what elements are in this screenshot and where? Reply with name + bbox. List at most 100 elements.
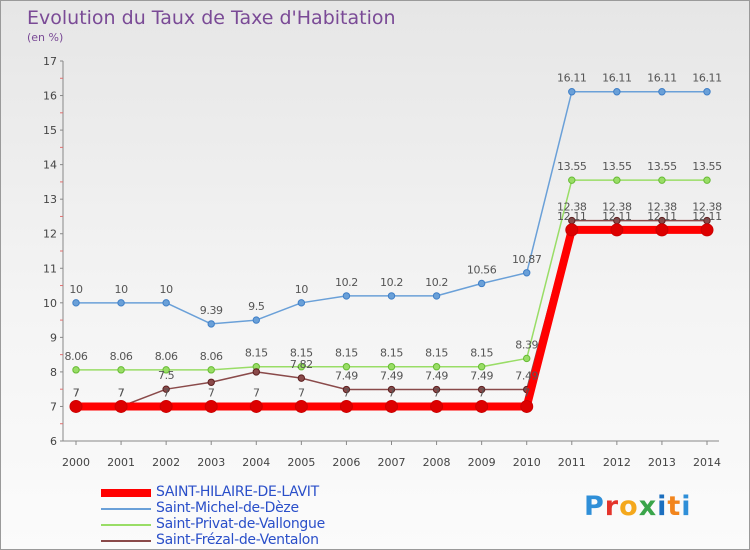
- legend-item-saint-michel: Saint-Michel-de-Dèze: [101, 500, 401, 517]
- y-tick-label: 9: [50, 331, 57, 344]
- data-label: 16.11: [602, 72, 632, 85]
- data-labels: 10 10 10 9.39 9.5 10 10.2 10.2 10.2 10.56 10.87 16.…: [65, 72, 723, 400]
- legend: SAINT-HILAIRE-DE-LAVIT Saint-Michel-de-D…: [101, 484, 401, 549]
- y-tick-label: 11: [43, 262, 57, 275]
- x-tick-label: 2007: [378, 456, 406, 469]
- data-label: 7: [208, 386, 215, 399]
- data-point: [297, 363, 306, 371]
- data-point: [700, 223, 714, 237]
- legend-swatch: [101, 508, 151, 510]
- data-point: [339, 399, 353, 413]
- x-tick-label: 2008: [423, 456, 451, 469]
- data-point: [703, 176, 711, 184]
- data-label: 8.15: [470, 347, 493, 360]
- y-tick-label: 13: [43, 193, 57, 206]
- data-label: 7: [388, 386, 395, 399]
- data-point: [430, 399, 444, 413]
- data-label: 8.15: [290, 347, 313, 360]
- logo-letter: P: [584, 491, 605, 522]
- data-point: [568, 88, 576, 96]
- data-point: [294, 399, 308, 413]
- data-point: [477, 385, 486, 394]
- data-label: 8.39: [515, 338, 538, 351]
- data-point: [114, 399, 128, 413]
- x-tick-label: 2000: [62, 456, 90, 469]
- data-point: [565, 223, 579, 237]
- data-label: 8.15: [380, 347, 403, 360]
- data-label: 7: [73, 386, 80, 399]
- data-label: 10: [160, 283, 174, 296]
- y-tick-label: 17: [43, 55, 57, 68]
- chart-title: Evolution du Taux de Taxe d'Habitation: [27, 7, 396, 29]
- data-label: 8.15: [425, 347, 448, 360]
- data-point: [69, 399, 83, 413]
- data-label: 9.5: [248, 300, 265, 313]
- data-label: 7: [523, 386, 530, 399]
- data-label: 10.87: [512, 253, 542, 266]
- legend-swatch: [101, 489, 151, 497]
- logo-letter: x: [638, 491, 658, 522]
- data-label: 12.38: [647, 201, 677, 214]
- data-point: [475, 399, 489, 413]
- data-point: [432, 292, 441, 300]
- legend-swatch: [101, 524, 151, 526]
- axes: 6 7 8 9 10 11 12 13 14 15 16 17 2000 2001 2002 2003 2004…: [43, 55, 721, 469]
- x-tick-label: 2002: [152, 456, 180, 469]
- data-label: 12.38: [692, 201, 722, 214]
- data-label: 7.82: [290, 358, 313, 371]
- logo-letter: r: [604, 491, 620, 522]
- data-label: 8.06: [65, 350, 88, 363]
- legend-item-saint-privat: Saint-Privat-de-Vallongue: [101, 516, 401, 533]
- data-label: 16.11: [557, 72, 587, 85]
- data-label: 12.11: [557, 210, 587, 223]
- y-tick-label: 10: [43, 297, 57, 310]
- logo-letter: t: [667, 491, 682, 522]
- y-tick-label: 8: [50, 366, 57, 379]
- data-label: 7: [73, 386, 80, 399]
- logo-letter: i: [681, 491, 692, 522]
- data-label: 12.11: [692, 210, 722, 223]
- data-label: 12.38: [557, 201, 587, 214]
- data-point: [204, 399, 218, 413]
- x-tick-label: 2014: [693, 456, 721, 469]
- data-label: 7: [118, 386, 125, 399]
- data-point: [385, 399, 398, 413]
- data-point: [658, 88, 666, 96]
- data-label: 7.49: [515, 370, 538, 383]
- data-label: 7.49: [380, 370, 403, 383]
- data-point: [432, 385, 441, 394]
- data-point: [72, 366, 80, 374]
- data-point: [249, 399, 263, 413]
- data-point: [477, 279, 486, 288]
- data-point: [477, 363, 486, 371]
- y-tick-label: 14: [43, 159, 57, 172]
- data-point: [207, 366, 215, 374]
- data-label: 10.56: [467, 263, 497, 276]
- data-label: 7.49: [335, 370, 358, 383]
- data-point: [117, 299, 125, 307]
- data-label: 7: [298, 386, 305, 399]
- line-chart: 6 7 8 9 10 11 12 13 14 15 16 17 2000 2001 2002 2003 2004…: [43, 55, 723, 469]
- series-lines: [69, 88, 714, 413]
- data-point: [613, 88, 621, 96]
- data-point: [568, 176, 576, 184]
- x-tick-label: 2010: [513, 456, 541, 469]
- data-point: [342, 385, 351, 394]
- data-point: [523, 354, 531, 363]
- data-label: 8.06: [110, 350, 133, 363]
- data-label: 7.49: [470, 370, 493, 383]
- legend-item-saint-frezal: Saint-Frézal-de-Ventalon: [101, 532, 401, 549]
- x-tick-label: 2009: [468, 456, 496, 469]
- logo-letter: i: [657, 491, 668, 522]
- x-tick-label: 2011: [558, 456, 586, 469]
- data-label: 7.49: [425, 370, 448, 383]
- data-point: [703, 88, 711, 96]
- data-label: 10.2: [380, 276, 403, 289]
- data-point: [207, 378, 215, 386]
- data-label: 7: [478, 386, 485, 399]
- data-point: [297, 299, 306, 307]
- data-label: 7: [343, 386, 350, 399]
- data-label: 7: [163, 386, 170, 399]
- data-label: 12.38: [602, 201, 632, 214]
